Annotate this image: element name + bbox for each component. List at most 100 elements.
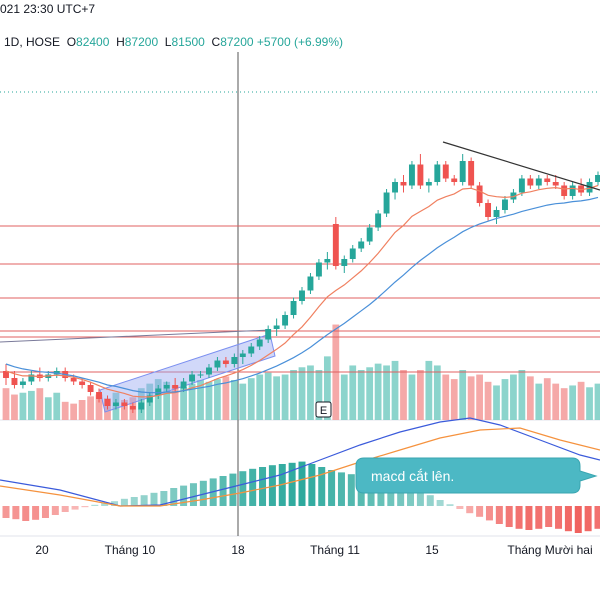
macd-hist-bar (2, 506, 10, 518)
macd-hist-bar (308, 464, 316, 506)
candle-body (510, 192, 517, 200)
macd-hist-bar (476, 506, 484, 517)
candle-body (112, 402, 119, 406)
volume-bar (298, 367, 306, 420)
volume-bar (501, 379, 509, 420)
volume-bar (171, 385, 179, 420)
volume-bar (518, 370, 526, 420)
volume-bar (408, 374, 416, 420)
macd-hist-bar (268, 465, 276, 506)
candle-body (146, 395, 153, 403)
volume-bar (383, 365, 390, 420)
candle-body (485, 203, 492, 217)
macd-hist-bar (466, 506, 474, 514)
volume-bar (70, 403, 78, 420)
candle-body (3, 371, 9, 378)
macd-hist-bar (288, 462, 296, 506)
volume-bar (121, 400, 128, 420)
macd-hist-bar (259, 467, 267, 506)
ema-fast-line (5, 184, 599, 398)
volume-bar (340, 374, 348, 420)
volume-bar (535, 383, 543, 420)
macd-hist-bar (555, 506, 563, 529)
candle-body (172, 385, 179, 389)
candle-body (358, 241, 365, 249)
volume-bar (27, 390, 35, 420)
volume-bar (433, 365, 441, 420)
volume-bar (577, 381, 585, 420)
candle-body (315, 262, 322, 277)
candle-body (28, 374, 35, 382)
candle-body (468, 161, 475, 186)
ohlc-legend: 1D, HOSE O82400 H87200 L81500 C87200 +57… (4, 35, 343, 49)
volume-bar (560, 388, 568, 420)
macd-hist-bar (130, 497, 138, 506)
volume-bar (552, 383, 560, 420)
volume-bar (239, 383, 247, 420)
macd-hist-bar (249, 468, 257, 506)
change-value: +5700 (+6.99%) (256, 35, 343, 49)
macd-hist-bar (229, 473, 237, 506)
volume-bar (2, 388, 10, 420)
macd-hist-bar (170, 488, 178, 506)
volume-bar (281, 374, 289, 420)
candle-body (163, 385, 170, 389)
volume-bar (594, 383, 600, 420)
macd-hist-bar (12, 506, 20, 520)
volume-bar (53, 392, 61, 420)
volume-bar (273, 376, 281, 420)
macd-hist-bar (120, 498, 128, 506)
volume-bar (450, 379, 458, 420)
low-value: 81500 (171, 35, 205, 49)
volume-bar (256, 374, 264, 420)
close-value: 87200 (220, 35, 254, 49)
chart-datetime: 021 23:30 UTC+7 (0, 2, 96, 16)
candle-body (569, 185, 576, 196)
volume-bar (586, 387, 593, 420)
macd-hist-bar (140, 495, 148, 506)
candle-body (332, 224, 339, 266)
volume-bar (442, 374, 450, 420)
candle-body (349, 248, 356, 259)
volume-bar (484, 381, 492, 420)
macd-hist-bar (61, 506, 69, 512)
horizontal-lines (0, 225, 600, 373)
macd-callout[interactable]: macd cắt lên. (355, 457, 598, 494)
macd-hist-bar (387, 483, 395, 506)
macd-hist-bar (407, 488, 415, 506)
candle-body (400, 182, 407, 186)
macd-hist-bar (32, 506, 40, 520)
candle-body (451, 178, 458, 182)
volume-bar (391, 360, 399, 420)
volume-bar (569, 385, 577, 420)
candle-body (155, 388, 162, 396)
volume-bar (222, 376, 230, 420)
macd-hist-bar (456, 506, 464, 509)
candle-body (307, 276, 314, 291)
volume-bar (357, 370, 365, 420)
macd-hist-bar (525, 506, 533, 530)
macd-hist-bar (111, 501, 119, 506)
volume-bar (230, 380, 238, 420)
macd-hist-bar (219, 476, 227, 506)
volume-bar (476, 374, 483, 420)
macd-hist-bar (328, 470, 336, 506)
candle-body (518, 178, 525, 193)
candle-body (79, 381, 86, 385)
macd-hist-bar (101, 503, 109, 506)
event-badge[interactable]: E (315, 401, 332, 418)
volume-bar (154, 379, 162, 420)
macd-hist-bar (180, 485, 188, 506)
volume-bar (510, 374, 517, 420)
candle-body (324, 259, 331, 263)
macd-hist-bar (337, 472, 345, 506)
macd-hist-bar (51, 506, 59, 515)
macd-hist-bar (150, 492, 158, 506)
x-tick-label: Tháng 10 (105, 543, 156, 557)
macd-hist-bar (545, 506, 553, 527)
macd-hist-bar (416, 491, 424, 506)
candle-body (417, 164, 424, 186)
volume-bar (11, 394, 18, 420)
candle-body (239, 353, 246, 357)
